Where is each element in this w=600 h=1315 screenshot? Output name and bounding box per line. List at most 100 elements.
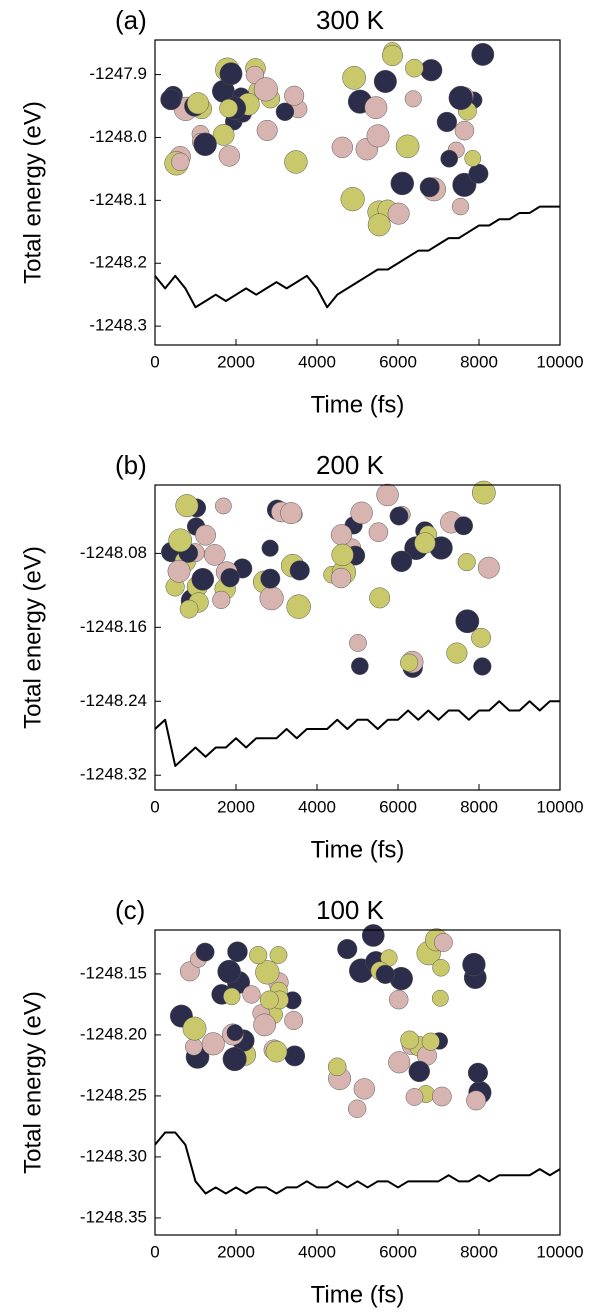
structure-atom [337,939,357,959]
structure-atom [266,1041,287,1062]
x-tick-label: 8000 [460,797,498,816]
structure-atom [219,146,240,167]
structure-atom [367,125,389,147]
structure-atom [388,1052,410,1074]
x-tick-label: 8000 [460,352,498,371]
structure-atom [215,498,231,514]
structure-atom [262,540,279,557]
structure-atom [390,507,408,525]
y-tick-label: -1248.16 [80,617,147,636]
y-tick-label: -1248.24 [80,691,147,710]
y-tick-label: -1248.15 [80,963,147,982]
structure-atom [454,517,472,535]
structure-atom [183,1017,206,1040]
structure-atom [284,1011,302,1029]
data-line [155,207,560,308]
structure-atom [351,502,373,524]
structure-atom [284,151,307,174]
x-tick-label: 10000 [536,797,583,816]
structure-atom [369,588,389,608]
structure-atom [471,628,490,647]
structure-atom [432,1087,451,1106]
structure-atom [290,561,310,581]
structure-atom [349,634,366,651]
structure-atom [223,1047,247,1071]
y-tick-label: -1248.0 [89,127,147,146]
panel-label: (c) [115,895,145,925]
x-tick-label: 0 [150,797,159,816]
structure-atom [391,551,412,572]
structure-atom [420,177,439,196]
structure-atom [254,78,278,102]
x-tick-label: 0 [150,352,159,371]
structure-atom [260,586,284,610]
chart-title: 300 K [316,5,385,35]
x-axis-label: Time (fs) [311,836,405,863]
y-tick-label: -1248.3 [89,316,147,335]
y-tick-label: -1248.20 [80,1024,147,1043]
structure-atom [400,654,418,672]
structure-atom [465,150,481,166]
structure-atom [468,1063,488,1083]
structure-atom [376,965,395,984]
structure-atom [220,63,242,85]
y-tick-label: -1248.25 [80,1085,147,1104]
structure-atom [422,1033,440,1051]
structure-atom [447,643,468,664]
structure-atom [401,1031,419,1049]
structure-atom [287,595,311,619]
structure-atom [433,959,450,976]
structure-atom [243,986,261,1004]
x-axis-label: Time (fs) [311,1281,405,1308]
structure-atom [409,1061,430,1082]
panel: (c)100 KTime (fs)Total energy (eV)020004… [19,895,583,1308]
x-tick-label: 8000 [460,1242,498,1261]
structure-atom [194,133,217,156]
structure-atom [377,484,399,506]
structure-atom [351,658,368,675]
structure-atom [396,135,419,158]
y-tick-label: -1248.2 [89,253,147,272]
y-axis-label: Total energy (eV) [19,546,46,729]
structure-atom [202,1033,225,1056]
x-tick-label: 2000 [217,352,255,371]
x-tick-label: 10000 [536,352,583,371]
x-tick-label: 0 [150,1242,159,1261]
structure-atom [369,523,388,542]
structure-atom [180,600,198,618]
structure-atom [212,591,230,609]
x-tick-label: 6000 [379,797,417,816]
structure-atom [220,99,238,117]
structure-atom [374,70,396,92]
structure-atom [332,137,353,158]
x-tick-label: 2000 [217,1242,255,1261]
x-axis-label: Time (fs) [311,391,405,418]
structure-atom [478,557,499,578]
structure-atom [331,568,351,588]
x-tick-label: 6000 [379,1242,417,1261]
structure-atom [441,150,458,167]
structure-atom [196,943,214,961]
structure-atom [456,610,479,633]
structure-atom [405,59,423,77]
data-line [155,1133,560,1194]
structure-atom [204,544,225,565]
structure-atom [341,187,365,211]
figure: (a)300 KTime (fs)Total energy (eV)020004… [0,0,600,1315]
y-tick-label: -1247.9 [89,64,147,83]
structure-atom [227,942,247,962]
structure-atom [437,112,457,132]
structure-atom [223,988,240,1005]
structure-atom [187,93,208,114]
x-tick-label: 6000 [379,352,417,371]
structure-atom [458,553,476,571]
structure-atom [168,560,190,582]
structure-atom [280,502,301,523]
structure-atom [328,1058,346,1076]
structure-atom [161,89,182,110]
structure-atom [257,120,277,140]
structure-atom [270,946,287,963]
y-tick-label: -1248.32 [80,765,147,784]
structure-atom [420,59,442,81]
structure-atom [185,1038,202,1055]
